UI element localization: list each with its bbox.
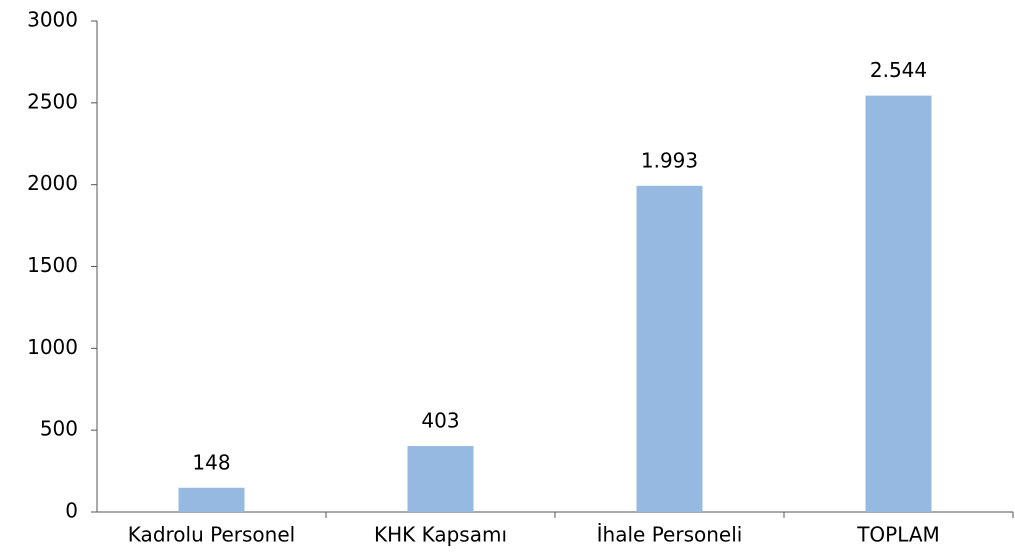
- y-tick-label: 1500: [27, 253, 78, 277]
- y-tick-label: 0: [65, 499, 78, 523]
- bar: [865, 95, 932, 512]
- value-label: 403: [421, 409, 459, 433]
- value-label: 148: [192, 450, 230, 474]
- x-tick-label: KHK Kapsamı: [374, 523, 507, 547]
- x-tick-label: TOPLAM: [856, 523, 940, 547]
- y-tick-label: 500: [40, 417, 78, 441]
- y-tick-label: 3000: [27, 8, 78, 32]
- value-label: 2.544: [870, 58, 927, 82]
- bar: [178, 487, 245, 512]
- value-label: 1.993: [641, 148, 698, 172]
- x-tick-label: İhale Personeli: [597, 523, 743, 547]
- x-tick-label: Kadrolu Personel: [128, 523, 295, 547]
- y-tick-label: 1000: [27, 335, 78, 359]
- y-tick-label: 2500: [27, 89, 78, 113]
- bar: [407, 446, 474, 512]
- bar: [636, 185, 703, 513]
- y-tick-label: 2000: [27, 171, 78, 195]
